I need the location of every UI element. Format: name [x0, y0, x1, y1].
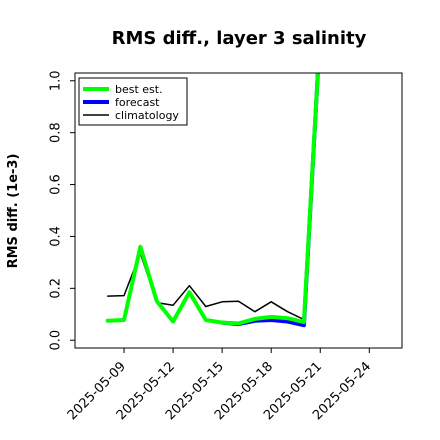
plot-frame	[74, 72, 403, 349]
legend-label: climatology	[115, 109, 179, 122]
chart-title: RMS diff., layer 3 salinity	[112, 28, 367, 49]
y-axis-label: RMS diff. (1e-3)	[6, 154, 21, 269]
y-tick-label: 0.6	[49, 174, 64, 195]
series-line-climatology	[106, 73, 319, 321]
x-axis-ticks: 2025-05-092025-05-122025-05-152025-05-18…	[65, 348, 374, 423]
y-tick-label: 0.8	[49, 122, 64, 143]
y-tick-label: 0.0	[49, 330, 64, 351]
y-axis-ticks: 0.0 0.2 0.4 0.6 0.8 1.0	[49, 70, 75, 351]
y-tick-label: 0.2	[49, 278, 64, 299]
legend-label: forecast	[115, 96, 160, 109]
series-lines	[105, 73, 320, 328]
legend-label: best est.	[115, 83, 163, 96]
y-tick-label: 0.4	[49, 226, 64, 247]
series-line-best-est-continuation	[220, 73, 320, 326]
y-tick-label: 1.0	[49, 70, 64, 91]
series-line-best-est	[105, 244, 225, 325]
legend-box	[78, 77, 188, 126]
